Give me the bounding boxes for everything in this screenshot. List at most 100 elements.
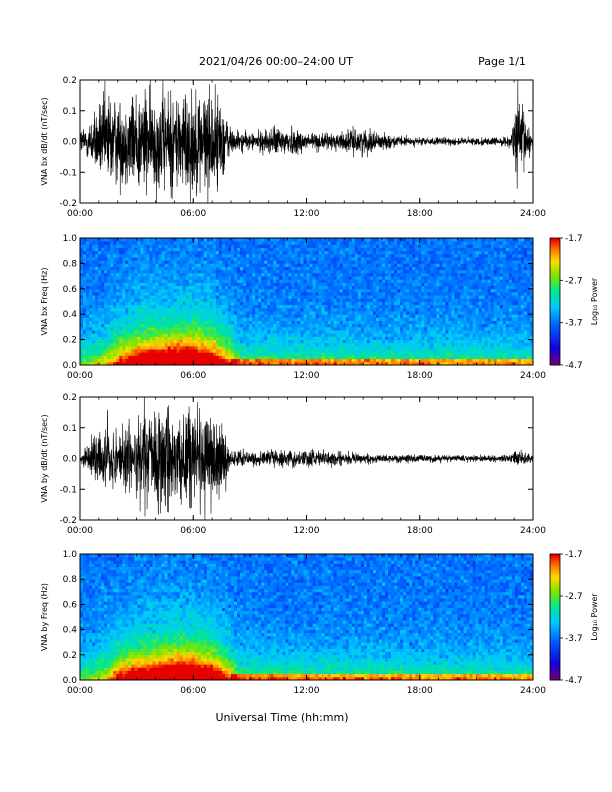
heatmap-cell (237, 361, 241, 366)
heatmap-cell (439, 323, 443, 328)
heatmap-cell (161, 317, 165, 321)
heatmap-cell (348, 342, 353, 347)
heatmap-cell (288, 250, 292, 255)
heatmap-cell (246, 282, 250, 287)
heatmap-cell (98, 320, 102, 325)
heatmap-cell (273, 358, 277, 363)
heatmap-cell (200, 257, 205, 261)
heatmap-cell (391, 307, 395, 312)
heatmap-cell (167, 311, 171, 315)
heatmap-cell (146, 339, 150, 344)
heatmap-cell (264, 282, 268, 287)
heatmap-cell (372, 241, 377, 245)
heatmap-cell (442, 257, 446, 261)
heatmap-cell (137, 330, 141, 334)
heatmap-cell (406, 298, 410, 302)
heatmap-cell (333, 345, 338, 350)
heatmap-cell (400, 244, 404, 248)
heatmap-cell (303, 272, 307, 277)
heatmap-cell (433, 330, 437, 334)
heatmap-cell (391, 352, 395, 356)
heatmap-cell (107, 260, 111, 264)
heatmap-cell (378, 352, 383, 356)
heatmap-cell (104, 317, 108, 321)
heatmap-cell (209, 295, 214, 299)
heatmap-cell (149, 238, 153, 242)
heatmap-cell (412, 352, 416, 356)
y-tick-label: -0.2 (59, 199, 77, 209)
heatmap-cell (445, 279, 449, 283)
heatmap-cell (369, 250, 374, 255)
heatmap-cell (234, 361, 238, 366)
heatmap-cell (194, 352, 199, 356)
heatmap-cell (421, 323, 425, 328)
heatmap-cell (182, 326, 187, 331)
heatmap-cell (433, 266, 437, 271)
heatmap-cell (391, 279, 395, 283)
heatmap-cell (300, 355, 304, 360)
heatmap-cell (176, 250, 181, 255)
heatmap-cell (282, 257, 286, 261)
heatmap-cell (394, 291, 398, 296)
heatmap-cell (403, 291, 407, 296)
heatmap-cell (191, 244, 196, 248)
heatmap-cell (279, 272, 283, 277)
heatmap-cell (303, 326, 307, 331)
heatmap-cell (442, 352, 446, 356)
heatmap-cell (378, 276, 383, 280)
heatmap-cell (224, 291, 229, 296)
heatmap-cell (131, 279, 135, 283)
heatmap-cell (421, 279, 425, 283)
heatmap-cell (113, 272, 117, 277)
page-title: 2021/04/26 00:00–24:00 UT (199, 55, 353, 68)
heatmap-cell (258, 244, 262, 248)
heatmap-cell (206, 333, 211, 337)
heatmap-cell (448, 304, 452, 309)
heatmap-cell (360, 314, 365, 318)
heatmap-cell (294, 352, 298, 356)
heatmap-cell (140, 288, 144, 293)
heatmap-cell (321, 339, 326, 344)
heatmap-cell (243, 250, 247, 255)
heatmap-cell (306, 330, 310, 334)
heatmap-cell (164, 257, 168, 261)
heatmap-cell (430, 345, 434, 350)
heatmap-cell (360, 333, 365, 337)
heatmap-cell (418, 263, 422, 267)
heatmap-cell (86, 336, 90, 340)
heatmap-cell (158, 257, 162, 261)
heatmap-cell (237, 320, 241, 325)
heatmap-cell (318, 266, 322, 271)
heatmap-cell (309, 317, 313, 321)
heatmap-cell (86, 301, 90, 306)
heatmap-cell (303, 291, 307, 296)
heatmap-cell (155, 250, 159, 255)
heatmap-cell (113, 358, 117, 363)
heatmap-cell (418, 339, 422, 344)
heatmap-cell (173, 326, 178, 331)
heatmap-cell (279, 323, 283, 328)
heatmap-cell (125, 345, 129, 350)
heatmap-cell (421, 333, 425, 337)
heatmap-cell (140, 298, 144, 302)
heatmap-cell (412, 282, 416, 287)
heatmap-cell (261, 295, 265, 299)
heatmap-cell (345, 276, 350, 280)
heatmap-cell (315, 247, 319, 252)
heatmap-cell (415, 304, 419, 309)
heatmap-cell (318, 307, 322, 312)
heatmap-cell (258, 330, 262, 334)
heatmap-cell (324, 291, 329, 296)
heatmap-cell (110, 301, 114, 306)
heatmap-cell (249, 326, 253, 331)
heatmap-cell (203, 282, 208, 287)
heatmap-cell (421, 238, 425, 242)
heatmap-cell (318, 244, 322, 248)
heatmap-cell (436, 285, 440, 290)
heatmap-cell (348, 247, 353, 252)
heatmap-cell (300, 301, 304, 306)
heatmap-cell (252, 263, 256, 267)
heatmap-cell (294, 330, 298, 334)
heatmap-cell (442, 241, 446, 245)
heatmap-cell (382, 323, 386, 328)
